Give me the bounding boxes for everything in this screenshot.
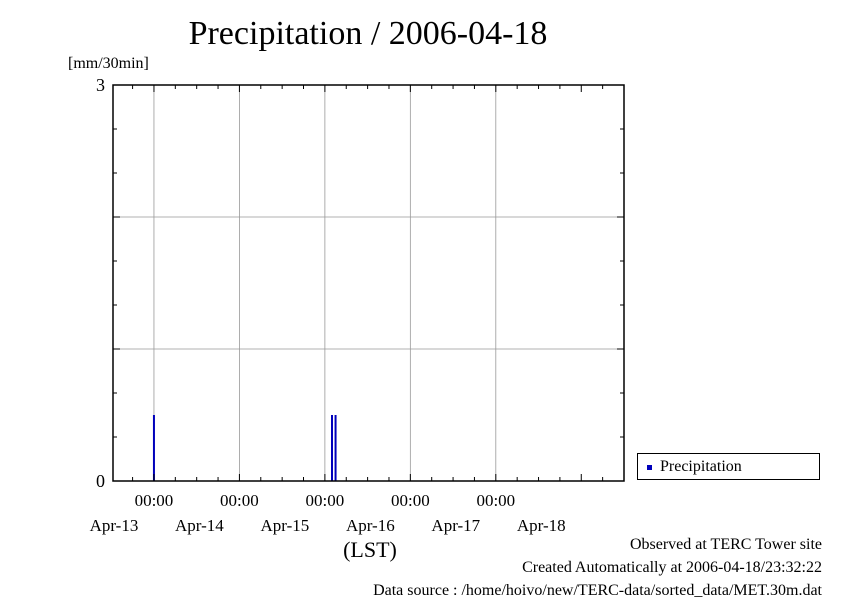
x-tick-time-label: 00:00: [306, 491, 345, 510]
chart-title: Precipitation / 2006-04-18: [188, 15, 548, 52]
x-tick-time-label: 00:00: [135, 491, 174, 510]
x-tick-time-label: 00:00: [476, 491, 515, 510]
axis-ticks: [113, 84, 625, 482]
y-axis-label: [mm/30min]: [68, 55, 149, 72]
x-tick-date-label: Apr-18: [517, 516, 566, 535]
tick-labels: 0300:00Apr-1300:00Apr-1400:00Apr-1500:00…: [90, 75, 566, 535]
x-tick-date-label: Apr-15: [260, 516, 309, 535]
y-tick-label: 0: [96, 471, 105, 491]
legend-label: Precipitation: [660, 458, 742, 475]
bars: [152, 415, 337, 481]
y-tick-label: 3: [96, 75, 105, 95]
grid-lines: [113, 85, 624, 481]
x-tick-time-label: 00:00: [220, 491, 259, 510]
precipitation-bar: [334, 415, 337, 481]
precipitation-bar: [331, 415, 333, 481]
x-axis-label: (LST): [343, 537, 397, 562]
plot-frame: [112, 84, 625, 482]
legend: Precipitation: [637, 453, 820, 480]
x-tick-date-label: Apr-13: [90, 516, 139, 535]
legend-swatch: [647, 465, 652, 470]
footer-created: Created Automatically at 2006-04-18/23:3…: [522, 559, 822, 576]
x-tick-time-label: 00:00: [391, 491, 430, 510]
x-tick-date-label: Apr-16: [346, 516, 395, 535]
precipitation-bar: [152, 415, 155, 481]
x-tick-date-label: Apr-14: [175, 516, 224, 535]
footer-source: Data source : /home/hoivo/new/TERC-data/…: [373, 582, 822, 599]
footer-observed: Observed at TERC Tower site: [629, 536, 822, 553]
x-tick-date-label: Apr-17: [431, 516, 480, 535]
